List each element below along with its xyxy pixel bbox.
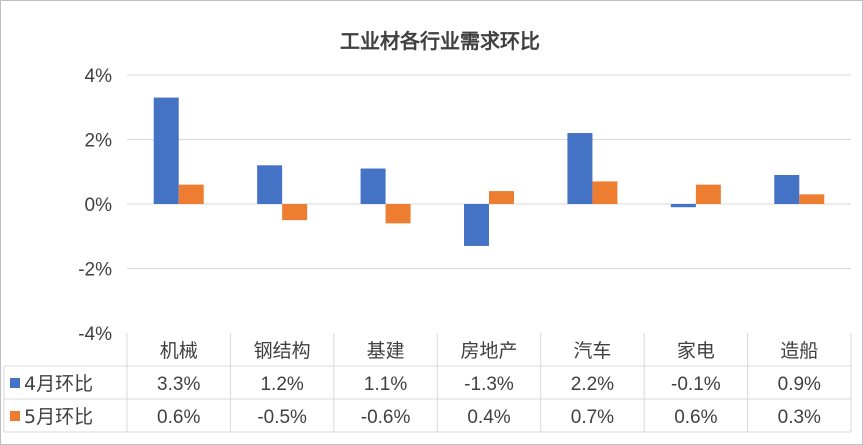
y-tick-label: 0% bbox=[85, 195, 113, 216]
bar-1-6 bbox=[670, 204, 696, 208]
data-label-1-5: 2.2% bbox=[571, 374, 614, 395]
data-label-2-3: -0.6% bbox=[361, 407, 411, 428]
data-label-2-7: 0.3% bbox=[778, 407, 821, 428]
bar-2-1 bbox=[178, 184, 204, 204]
bar-2-5 bbox=[592, 181, 618, 204]
data-label-2-2: -0.5% bbox=[257, 407, 307, 428]
data-label-2-1: 0.6% bbox=[157, 407, 200, 428]
y-tick-label: -4% bbox=[78, 324, 112, 345]
category-label: 家电 bbox=[677, 340, 715, 362]
category-label: 房地产 bbox=[460, 340, 517, 362]
data-label-1-4: -1.3% bbox=[464, 374, 514, 395]
bar-1-2 bbox=[257, 165, 283, 204]
bar-2-2 bbox=[282, 204, 308, 221]
bars bbox=[153, 97, 825, 246]
chart-title: 工业材各行业需求环比 bbox=[340, 29, 540, 53]
bar-2-3 bbox=[385, 204, 411, 224]
category-label: 基建 bbox=[367, 340, 405, 362]
bar-2-4 bbox=[489, 191, 514, 204]
legend-label-2: 5月环比 bbox=[24, 406, 93, 428]
category-label: 汽车 bbox=[573, 340, 611, 362]
legend-key-1 bbox=[10, 378, 20, 388]
y-tick-label: 4% bbox=[85, 66, 113, 87]
bar-1-7 bbox=[774, 174, 800, 204]
category-label: 钢结构 bbox=[254, 340, 311, 362]
category-label: 机械 bbox=[160, 340, 198, 362]
bar-2-7 bbox=[799, 194, 825, 204]
data-label-1-6: -0.1% bbox=[671, 374, 721, 395]
data-label-1-1: 3.3% bbox=[157, 374, 200, 395]
bar-1-4 bbox=[464, 204, 489, 246]
y-tick-label: -2% bbox=[78, 260, 112, 281]
y-tick-label: 2% bbox=[85, 131, 113, 152]
data-label-2-5: 0.7% bbox=[571, 407, 614, 428]
data-label-2-4: 0.4% bbox=[467, 407, 510, 428]
data-label-1-2: 1.2% bbox=[260, 374, 303, 395]
legend-key-2 bbox=[10, 411, 20, 421]
bar-2-6 bbox=[695, 184, 721, 204]
bar-1-3 bbox=[360, 168, 386, 204]
data-label-1-3: 1.1% bbox=[364, 374, 407, 395]
bar-1-5 bbox=[567, 133, 593, 204]
data-table: 机械 钢结构 基建 房地产 汽车 家电 造船 4月环比 3.3% 1.2% 1.1% -1.3% 2.2… bbox=[3, 333, 852, 433]
legend-label-1: 4月环比 bbox=[24, 373, 93, 395]
y-axis: 4% 2% 0% -2% -4% bbox=[78, 66, 112, 345]
category-label: 造船 bbox=[780, 340, 818, 362]
data-label-1-7: 0.9% bbox=[778, 374, 821, 395]
bar-1-1 bbox=[153, 97, 179, 204]
data-label-2-6: 0.6% bbox=[674, 407, 717, 428]
